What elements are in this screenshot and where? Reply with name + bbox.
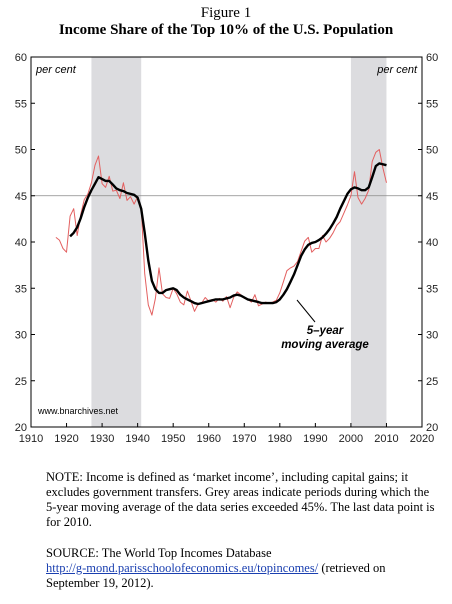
x-tick-label: 1940 [125, 433, 149, 445]
x-tick-label: 1980 [268, 433, 292, 445]
note-prefix: NOTE: [46, 470, 86, 484]
source-paragraph: SOURCE: The World Top Incomes Database ht… [46, 546, 436, 591]
source-suffix: (retrieved on September 19, 2012). [46, 561, 386, 590]
shaded-period-2 [350, 57, 387, 427]
x-tick-label: 2000 [339, 433, 363, 445]
y-tick-label-right: 20 [426, 422, 438, 434]
y-tick-label-right: 45 [426, 191, 438, 203]
x-tick-label: 1990 [303, 433, 327, 445]
y-tick-label-left: 55 [15, 98, 27, 110]
figure-number: Figure 1 [200, 5, 252, 21]
y-tick-label-right: 25 [426, 376, 438, 388]
y-tick-label-left: 50 [15, 145, 27, 157]
y-tick-label-left: 25 [15, 376, 27, 388]
ma-annotation-pointer [296, 299, 316, 323]
y-tick-label-right: 30 [426, 330, 438, 342]
shaded-period-1 [91, 57, 142, 427]
y-tick-label-left: 60 [15, 52, 27, 64]
x-tick-label: 1920 [54, 433, 78, 445]
y-tick-label-right: 55 [426, 98, 438, 110]
source-link[interactable]: http://g-mond.parisschoolofeconomics.eu/… [46, 561, 319, 575]
note-text: Income is defined as ‘market income’, in… [46, 470, 435, 529]
tick-marks [30, 56, 423, 428]
y-tick-label-left: 30 [15, 330, 27, 342]
series-line-moving-average [69, 162, 387, 306]
source-prefix: SOURCE: The World Top Incomes Database [46, 546, 272, 560]
y-tick-label-left: 20 [15, 422, 27, 434]
credit-text: www.bnarchives.net [37, 406, 119, 416]
figure-title: Income Share of the Top 10% of the U.S. … [58, 22, 394, 38]
y-tick-label-left: 45 [15, 191, 27, 203]
income-share-chart: 1910 1920 1930 1940 1950 1960 1970 1980 1990 2000… [15, 52, 439, 445]
x-tick-label: 1930 [90, 433, 114, 445]
shaded-periods [91, 57, 387, 427]
x-tick-label: 1960 [196, 433, 220, 445]
x-tick-label: 1950 [161, 433, 185, 445]
y-tick-label-left: 40 [15, 237, 27, 249]
x-tick-label: 1970 [232, 433, 256, 445]
unit-label-right: per cent [376, 64, 418, 76]
y-tick-label-right: 35 [426, 283, 438, 295]
unit-label-left: per cent [35, 64, 77, 76]
series-layer [55, 149, 387, 316]
x-tick-label: 2020 [410, 433, 434, 445]
x-tick-label: 1910 [19, 433, 43, 445]
y-tick-label-left: 35 [15, 283, 27, 295]
x-tick-label: 2010 [374, 433, 398, 445]
tick-labels: 1910 1920 1930 1940 1950 1960 1970 1980 1990 2000… [15, 52, 439, 445]
y-tick-label-right: 60 [426, 52, 438, 64]
ma-annotation-line-2: moving average [281, 339, 369, 351]
y-tick-label-right: 50 [426, 145, 438, 157]
note-paragraph: NOTE: Income is defined as ‘market incom… [46, 470, 436, 530]
ma-annotation-line-1: 5–year [307, 325, 344, 337]
y-tick-label-right: 40 [426, 237, 438, 249]
